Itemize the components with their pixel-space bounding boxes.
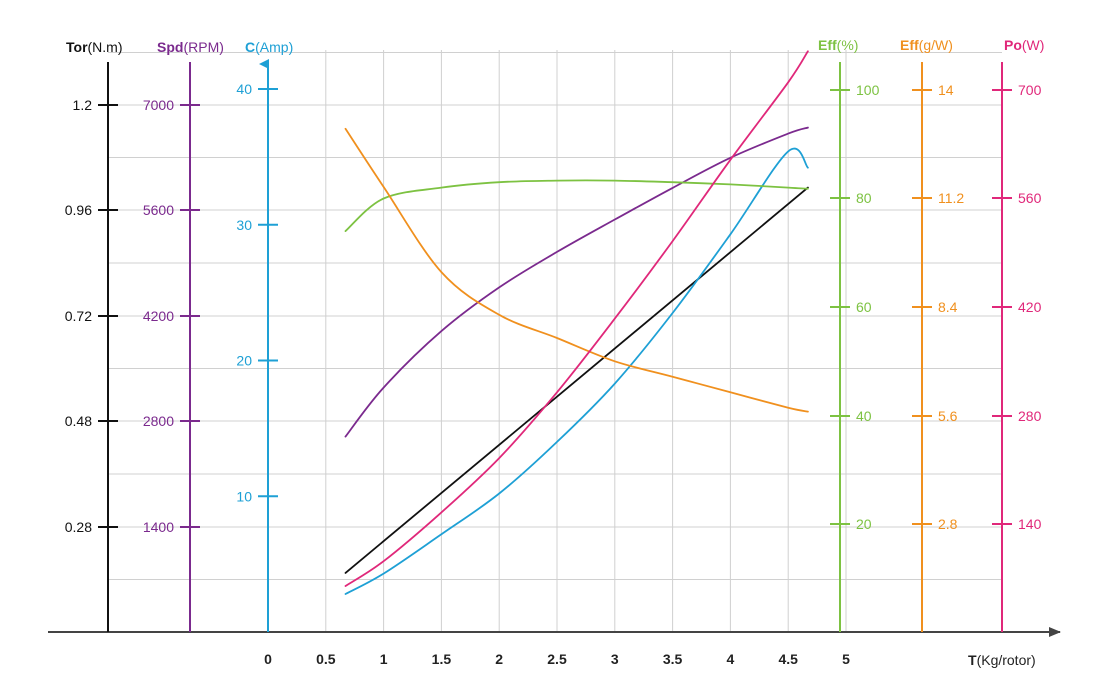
spd-tick-label: 7000	[143, 97, 174, 113]
x-tick-label: 3	[611, 651, 619, 667]
cur-tick-label: 20	[236, 353, 252, 369]
x-tick-label: 4	[727, 651, 735, 667]
effpct-tick-label: 60	[856, 299, 872, 315]
axes: 0 0.5 1 1.5 2 2.5 3 3.5 4 4.5 5 0.28 0.48 0.72 0.96 1.2…	[48, 59, 1061, 667]
spd-tick-label: 4200	[143, 308, 174, 324]
effgw-tick-label: 5.6	[938, 408, 958, 424]
x-tick-label: 3.5	[663, 651, 683, 667]
effpct-tick-label: 100	[856, 82, 880, 98]
spd-tick-label: 1400	[143, 519, 174, 535]
cur-tick-label: 30	[236, 217, 252, 233]
x-tick-label: 0.5	[316, 651, 336, 667]
po-tick-label: 140	[1018, 516, 1042, 532]
spd-axis-title: Spd(RPM)	[157, 39, 224, 55]
series-lines	[344, 50, 809, 595]
series-line-tor	[344, 186, 809, 574]
cur-tick-label: 10	[236, 488, 252, 504]
effpct-tick-label: 40	[856, 408, 872, 424]
eff-pct-axis-title: Eff(%)	[818, 37, 858, 53]
series-line-effgw	[344, 127, 809, 413]
po-tick-label: 700	[1018, 82, 1042, 98]
x-tick-label: 1.5	[432, 651, 452, 667]
current-axis-title: C(Amp)	[245, 39, 293, 55]
eff-gw-axis-title: Eff(g/W)	[900, 37, 953, 53]
x-tick-label: 2	[495, 651, 503, 667]
series-line-spd	[344, 126, 809, 438]
axis-titles: Tor(N.m) Spd(RPM) C(Amp) Eff(%) Eff(g/W)…	[66, 37, 1044, 668]
po-tick-label: 420	[1018, 299, 1042, 315]
effpct-tick-label: 20	[856, 516, 872, 532]
x-tick-label: 1	[380, 651, 388, 667]
po-tick-label: 280	[1018, 408, 1042, 424]
effgw-tick-label: 11.2	[938, 190, 964, 206]
tor-axis-title: Tor(N.m)	[66, 39, 123, 55]
x-tick-label: 0	[264, 651, 272, 667]
series-line-effpct	[344, 179, 809, 232]
spd-tick-label: 2800	[143, 413, 174, 429]
spd-tick-label: 5600	[143, 202, 174, 218]
x-tick-label: 2.5	[547, 651, 567, 667]
effgw-tick-label: 2.8	[938, 516, 958, 532]
x-tick-label: 4.5	[778, 651, 798, 667]
tor-tick-label: 0.72	[65, 308, 92, 324]
tor-tick-label: 0.96	[65, 202, 92, 218]
x-tick-label: 5	[842, 651, 850, 667]
tor-tick-label: 0.48	[65, 413, 92, 429]
grid	[108, 50, 1002, 632]
tor-tick-label: 0.28	[65, 519, 92, 535]
po-tick-label: 560	[1018, 190, 1042, 206]
effpct-tick-label: 80	[856, 190, 872, 206]
series-line-cur	[344, 147, 809, 595]
tor-tick-label: 1.2	[73, 97, 93, 113]
effgw-tick-label: 14	[938, 82, 954, 98]
x-axis-title: T(Kg/rotor)	[968, 652, 1036, 668]
effgw-tick-label: 8.4	[938, 299, 958, 315]
cur-tick-label: 40	[236, 81, 252, 97]
series-line-po	[344, 50, 809, 587]
po-axis-title: Po(W)	[1004, 37, 1044, 53]
